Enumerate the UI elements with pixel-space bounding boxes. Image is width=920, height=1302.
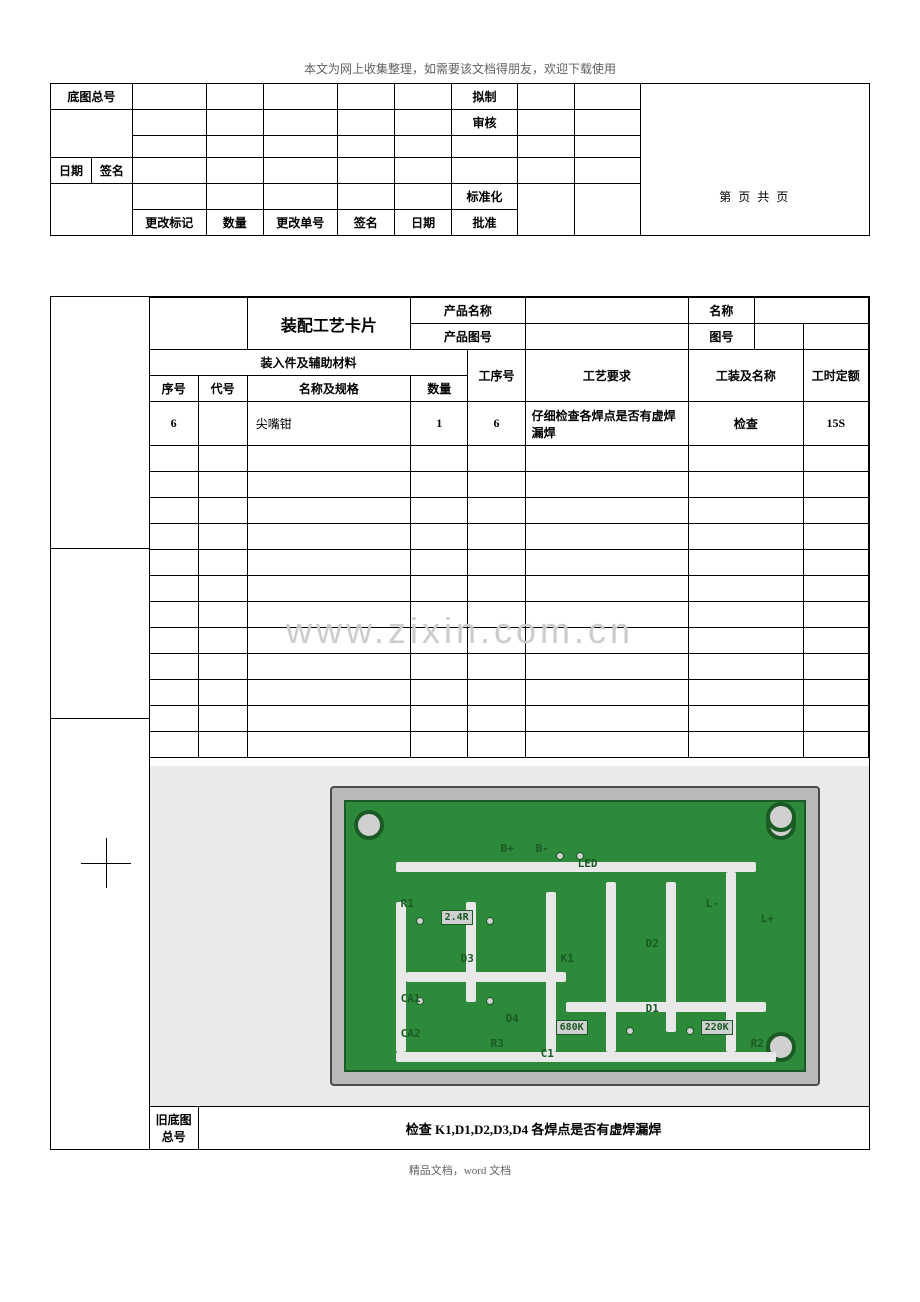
cell-qianming: 签名 <box>91 158 132 184</box>
pcb-r2: R2 <box>751 1037 764 1050</box>
pcb-k1: K1 <box>561 952 574 965</box>
row6-tool: 检查 <box>689 402 803 446</box>
row6-qty: 1 <box>411 402 468 446</box>
pcb-c1: C1 <box>541 1047 554 1060</box>
label-old-draw: 旧底图总号 <box>149 1107 198 1150</box>
row6-time: 15S <box>803 402 868 446</box>
pcb-d4: D4 <box>506 1012 519 1025</box>
label-tooling: 工装及名称 <box>689 350 803 402</box>
pcb-ca1: CA1 <box>401 992 421 1005</box>
footer-note: 精品文档，word 文档 <box>50 1162 870 1178</box>
pcb-d1: D1 <box>646 1002 659 1015</box>
pcb-r1v: 2.4R <box>441 910 473 925</box>
row6-seq: 6 <box>149 402 198 446</box>
cell-riqi2: 日期 <box>394 210 451 236</box>
cell-shenhe: 审核 <box>452 110 518 136</box>
card-title: 装配工艺卡片 <box>247 298 411 350</box>
row6-req: 仔细检查各焊点是否有虚焊漏焊 <box>525 402 689 446</box>
process-card-container: 装配工艺卡片 产品名称 名称 产品图号 图号 装入件及辅助材料 工序号 工艺要求… <box>50 296 870 1150</box>
pcb-r1: R1 <box>401 897 414 910</box>
cell-page-of: 第 页 共 页 <box>640 158 869 236</box>
label-spec: 名称及规格 <box>247 376 411 402</box>
label-prod-name: 产品名称 <box>411 298 525 324</box>
label-seq: 序号 <box>149 376 198 402</box>
check-caption: 检查 K1,D1,D2,D3,D4 各焊点是否有虚焊漏焊 <box>198 1107 868 1150</box>
row6-procno: 6 <box>468 402 525 446</box>
pcb-ca2: CA2 <box>401 1027 421 1040</box>
row6-spec: 尖嘴钳 <box>247 402 411 446</box>
label-qty: 数量 <box>411 376 468 402</box>
cell-nizhi: 拟制 <box>452 84 518 110</box>
label-name: 名称 <box>689 298 754 324</box>
form-table-1: 底图总号 拟制 审核 日期 签名 第 页 共 页 标准化 <box>50 83 870 236</box>
cell-pizhun: 批准 <box>452 210 518 236</box>
row6-code <box>198 402 247 446</box>
label-draw-no: 图号 <box>689 324 754 350</box>
pcb-bp: B+ <box>501 842 514 855</box>
pcb-r3v: 680K <box>556 1020 588 1035</box>
pcb-d2: D2 <box>646 937 659 950</box>
cell-shuliang: 数量 <box>206 210 263 236</box>
pcb-r2v: 220K <box>701 1020 733 1035</box>
cell-genggaibiaoji: 更改标记 <box>132 210 206 236</box>
label-process-req: 工艺要求 <box>525 350 689 402</box>
pcb-lm: L- <box>706 897 719 910</box>
cell-biaozhunhua: 标准化 <box>452 184 518 210</box>
pcb-d3: D3 <box>461 952 474 965</box>
label-time: 工时定额 <box>803 350 868 402</box>
pcb-bm: B- <box>536 842 549 855</box>
cell-ditu-zonghao: 底图总号 <box>51 84 133 110</box>
label-code: 代号 <box>198 376 247 402</box>
pcb-lp: L+ <box>761 912 774 925</box>
cell-qianming2: 签名 <box>337 210 394 236</box>
label-process-no: 工序号 <box>468 350 525 402</box>
header-note: 本文为网上收集整理，如需要该文档得朋友，欢迎下载使用 <box>50 60 870 77</box>
pcb-r3: R3 <box>491 1037 504 1050</box>
cell-riqi: 日期 <box>51 158 92 184</box>
pcb-led: LED <box>578 857 598 870</box>
process-card-table: 装配工艺卡片 产品名称 名称 产品图号 图号 装入件及辅助材料 工序号 工艺要求… <box>51 297 869 1149</box>
label-materials: 装入件及辅助材料 <box>149 350 468 376</box>
cell-genggaidanhao: 更改单号 <box>263 210 337 236</box>
pcb-image: B+ B- LED R1 2.4R D3 CA1 CA2 D4 R3 680K <box>150 766 869 1106</box>
label-prod-no: 产品图号 <box>411 324 525 350</box>
